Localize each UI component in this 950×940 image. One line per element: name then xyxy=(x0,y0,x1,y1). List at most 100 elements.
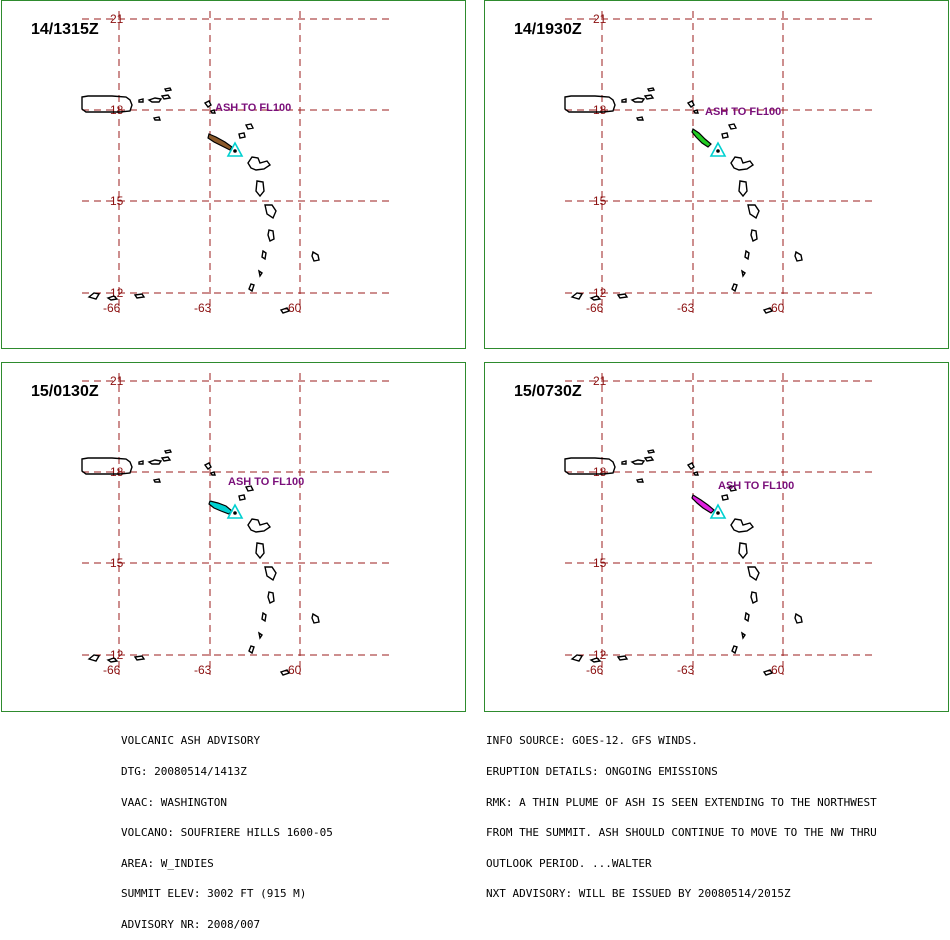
coastline xyxy=(616,293,629,299)
coastline xyxy=(138,98,144,103)
panel-time-label: 14/1315Z xyxy=(31,21,99,38)
longitude-label: -63 xyxy=(194,301,212,315)
coastline xyxy=(106,295,119,301)
coastline-group xyxy=(564,87,803,314)
coastline xyxy=(693,109,699,114)
coastline xyxy=(257,269,263,278)
coastline xyxy=(731,645,738,655)
coastline xyxy=(267,591,275,604)
latitude-label: 18 xyxy=(110,103,124,117)
panel-time-label: 15/0130Z xyxy=(31,383,99,400)
coastline xyxy=(81,95,133,113)
coastline-group xyxy=(81,449,320,676)
coastline xyxy=(740,269,746,278)
volcano-summit-icon xyxy=(233,511,237,515)
coastline xyxy=(279,307,291,314)
coastline xyxy=(794,612,803,624)
coastline xyxy=(730,518,755,533)
ash-altitude-label: ASH TO FL100 xyxy=(228,476,304,488)
coastline xyxy=(152,116,161,121)
coastline xyxy=(762,669,774,676)
coastline xyxy=(203,100,212,108)
latitude-label: 21 xyxy=(110,374,124,388)
coastline xyxy=(255,542,265,560)
map-panel-2: 21 18 15 12 -66 -63 -60 ASH TO FL100 14/1930Z xyxy=(484,0,949,349)
coastline xyxy=(87,292,101,300)
coastline xyxy=(693,471,699,476)
ash-altitude-label: ASH TO FL100 xyxy=(215,102,291,114)
longitude-label: -66 xyxy=(103,663,121,677)
coastline xyxy=(730,156,755,171)
coastline xyxy=(255,180,265,198)
coastline xyxy=(261,249,267,261)
map-panel-1: 21 18 15 12 -66 -63 -60 ASH TO FL100 14/1315Z xyxy=(1,0,466,349)
coastline xyxy=(635,116,644,121)
advisory-line: SUMMIT ELEV: 3002 FT (915 M) xyxy=(121,887,307,901)
coastline xyxy=(160,456,172,462)
coastline xyxy=(646,449,656,454)
coastline xyxy=(750,591,758,604)
latitude-label: 21 xyxy=(593,374,607,388)
coastline xyxy=(762,307,774,314)
advisory-header-text: VOLCANIC ASH ADVISORY DTG: 20080514/1413… xyxy=(121,716,333,940)
coastline xyxy=(238,494,246,501)
coastline xyxy=(106,657,119,663)
map-panel-4: 21 18 15 12 -66 -63 -60 ASH TO FL100 15/0730Z xyxy=(484,362,949,712)
latitude-label: 18 xyxy=(593,465,607,479)
ash-altitude-label: ASH TO FL100 xyxy=(718,480,794,492)
coastline xyxy=(248,283,255,293)
coastline xyxy=(643,456,655,462)
coastline xyxy=(570,654,584,662)
latitude-label: 15 xyxy=(110,194,124,208)
coastline xyxy=(203,462,212,470)
coastline xyxy=(744,249,750,261)
coastline xyxy=(147,97,163,103)
ash-plume xyxy=(207,133,233,151)
latitude-label: 18 xyxy=(110,465,124,479)
latitude-label: 21 xyxy=(593,12,607,26)
advisory-line: VOLCANIC ASH ADVISORY xyxy=(121,734,261,748)
coastline xyxy=(152,478,161,483)
coastline xyxy=(238,132,246,139)
coastline xyxy=(564,95,616,113)
volcano-triangle-icon xyxy=(226,503,244,519)
coastline xyxy=(727,123,738,130)
coastline xyxy=(133,655,146,661)
coastline xyxy=(311,612,320,624)
coastline-group xyxy=(564,449,803,676)
longitude-label: -63 xyxy=(677,663,695,677)
ash-altitude-label: ASH TO FL100 xyxy=(705,106,781,118)
coastline xyxy=(621,98,627,103)
coastline xyxy=(570,292,584,300)
coastline xyxy=(244,485,255,492)
coastline xyxy=(279,669,291,676)
volcano-triangle-icon xyxy=(709,141,727,157)
coastline xyxy=(744,611,750,623)
coastline xyxy=(635,478,644,483)
coastline xyxy=(133,293,146,299)
coastline xyxy=(267,229,275,242)
volcano-summit-icon xyxy=(716,149,720,153)
coastline xyxy=(257,631,263,640)
longitude-label: -66 xyxy=(103,301,121,315)
coastline xyxy=(794,250,803,262)
coastline xyxy=(731,283,738,293)
advisory-line: VOLCANO: SOUFRIERE HILLS 1600-05 xyxy=(121,826,333,840)
coastline xyxy=(564,457,616,475)
advisory-line: FROM THE SUMMIT. ASH SHOULD CONTINUE TO … xyxy=(486,826,877,840)
coastline xyxy=(686,100,695,108)
ash-plume xyxy=(208,500,233,515)
latitude-label: 15 xyxy=(593,556,607,570)
coastline xyxy=(210,471,216,476)
coastline xyxy=(248,645,255,655)
ash-plume xyxy=(691,128,712,148)
coastline xyxy=(646,87,656,92)
latitude-label: 21 xyxy=(110,12,124,26)
volcano-triangle-icon xyxy=(226,141,244,157)
coastline xyxy=(81,457,133,475)
coastline xyxy=(621,460,627,465)
coastline xyxy=(247,156,272,171)
